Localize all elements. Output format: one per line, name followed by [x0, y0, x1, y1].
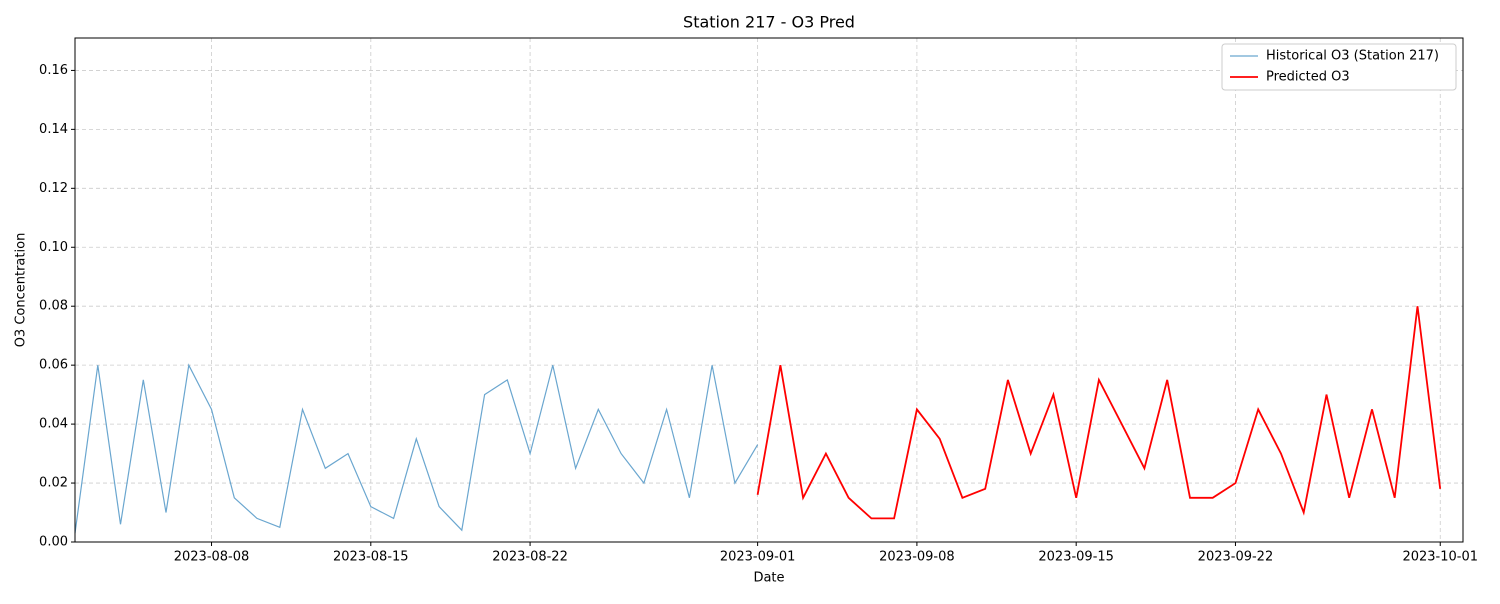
y-tick-label: 0.06	[39, 358, 68, 373]
x-tick-label: 2023-09-22	[1198, 550, 1274, 565]
series-line	[74, 363, 759, 534]
x-tick-label: 2023-08-15	[333, 550, 409, 565]
x-tick-label: 2023-08-22	[492, 550, 568, 565]
x-tick-label: 2023-09-15	[1038, 550, 1114, 565]
plot-frame	[74, 37, 1464, 543]
y-tick-label: 0.04	[39, 417, 68, 432]
y-axis-label: O3 Concentration	[14, 233, 29, 348]
y-tick-label: 0.14	[39, 122, 68, 137]
x-tick-label: 2023-09-08	[879, 550, 955, 565]
series-line	[756, 306, 1442, 520]
legend-label: Historical O3 (Station 217)	[1266, 49, 1439, 64]
y-tick-label: 0.08	[39, 299, 68, 314]
chart-title: Station 217 - O3 Pred	[683, 13, 855, 32]
y-tick-label: 0.16	[39, 63, 68, 78]
x-tick-label: 2023-08-08	[174, 550, 250, 565]
x-axis-label: Date	[753, 571, 784, 586]
legend: Historical O3 (Station 217) Predicted O3	[1221, 43, 1457, 91]
legend-label: Predicted O3	[1266, 70, 1350, 85]
legend-box	[1221, 43, 1457, 91]
y-tick-label: 0.12	[39, 181, 68, 196]
y-tick-label: 0.00	[39, 535, 68, 550]
y-tick-label: 0.02	[39, 476, 68, 491]
y-tick-label: 0.10	[39, 240, 68, 255]
x-tick-label: 2023-09-01	[720, 550, 796, 565]
x-tick-label: 2023-10-01	[1402, 550, 1478, 565]
